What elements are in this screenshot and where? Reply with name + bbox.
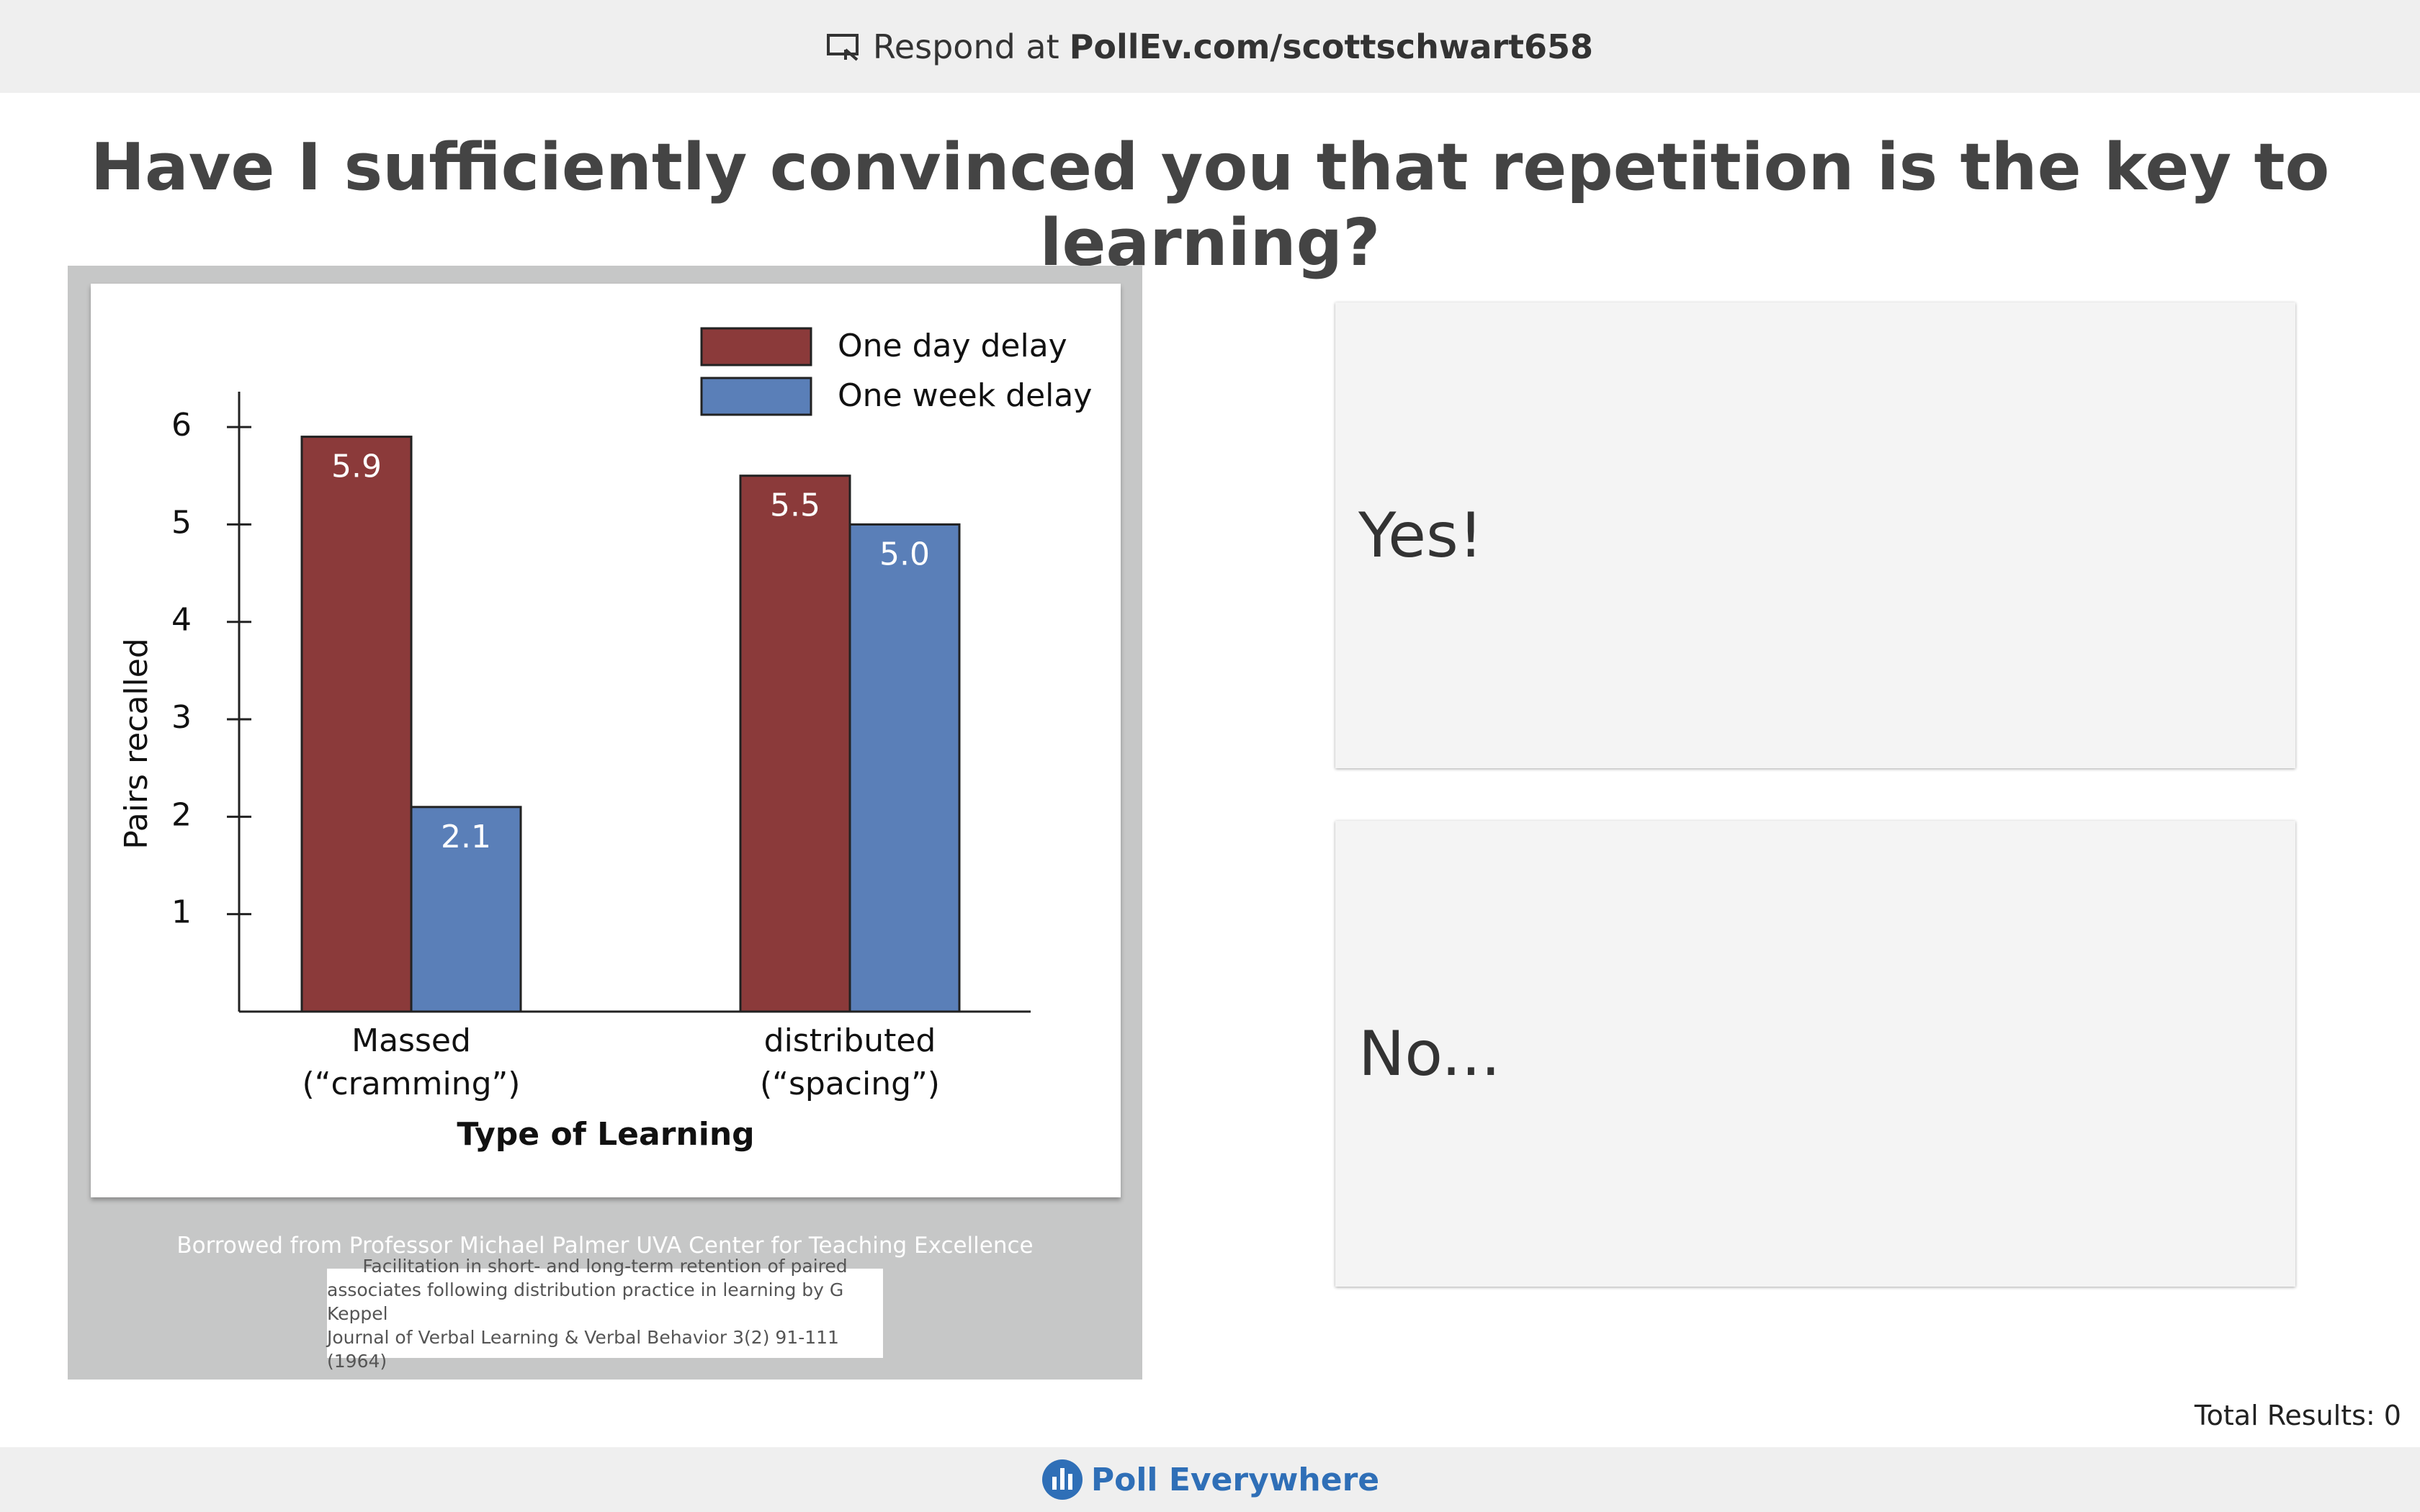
brand-name: Poll Everywhere [1090,1461,1380,1498]
legend-swatch [700,327,812,366]
value-label: 5.5 [770,487,820,524]
screen-icon [826,33,859,61]
x-tick-label: distributed (“spacing”) [760,1022,940,1102]
brand-logo [1041,1459,1083,1500]
option-card[interactable]: No... [1335,821,2295,1287]
y-tick-label: 3 [171,699,192,736]
y-tick-label: 6 [171,407,192,444]
y-axis-label: Pairs recalled [118,638,155,850]
citation-line: Facilitation in short- and long-term ret… [362,1255,848,1277]
citation-line: Journal of Verbal Learning & Verbal Beha… [327,1326,839,1372]
citation: Facilitation in short- and long-term ret… [327,1256,883,1372]
footer-bar: Poll Everywhere [0,1447,2420,1512]
value-label: 2.1 [441,819,491,855]
chart-area: 1 2 3 4 5 6 Pairs recalled 5.9 2.1 5.5 5.0 One day … [91,284,1121,1197]
legend-label: One day delay [838,328,1067,364]
bar [410,806,522,1013]
legend-label: One week delay [838,377,1092,414]
y-tick-label: 4 [171,602,192,639]
credit: Borrowed from Professor Michael Palmer U… [176,1233,1034,1259]
bar [848,523,961,1013]
y-tick-label: 5 [171,504,192,541]
question-title: Have I sufficiently convinced you that r… [90,130,2330,281]
y-tick-label: 1 [171,894,192,931]
legend-swatch [700,377,812,416]
bar [739,474,851,1013]
value-label: 5.9 [331,449,382,485]
option-text: Yes! [1358,499,1484,572]
value-label: 5.0 [879,536,930,572]
option-card[interactable]: Yes! [1335,302,2295,768]
chart: 1 2 3 4 5 6 Pairs recalled 5.9 2.1 5.5 5.0 One day … [118,327,1092,1013]
poll-url[interactable]: PollEv.com/scottschwart658 [1069,27,1594,66]
x-axis-label: Type of Learning [457,1116,755,1153]
bar [300,436,413,1013]
x-tick-label: Massed (“cramming”) [302,1022,521,1102]
total-results: Total Results: 0 [2194,1400,2401,1431]
citation-line: associates following distribution practi… [327,1279,844,1324]
header-bar: Respond at PollEv.com/scottschwart658 [0,0,2420,93]
y-tick-label: 2 [171,796,192,833]
respond-prefix: Respond at [872,27,1059,66]
option-text: No... [1358,1017,1501,1090]
